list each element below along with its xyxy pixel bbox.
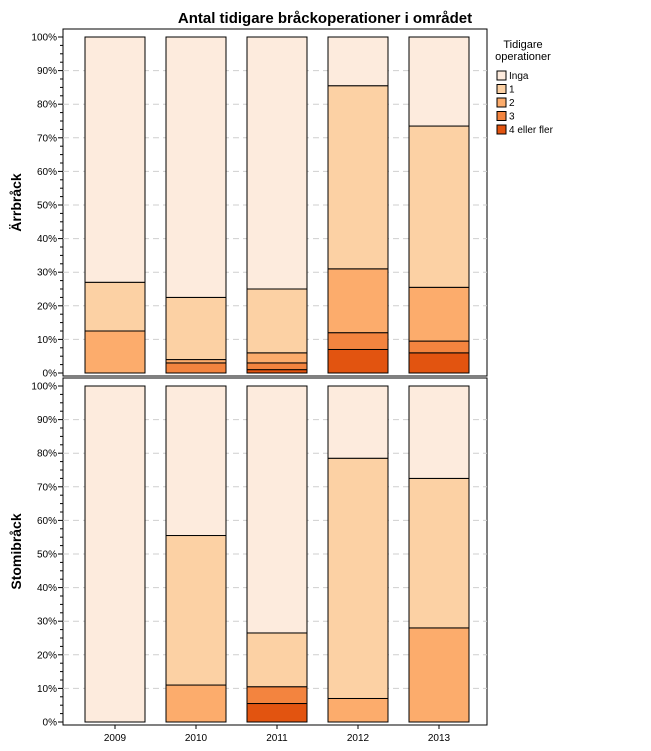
y-tick-label: 70% bbox=[37, 133, 57, 144]
bar-segment bbox=[408, 36, 470, 127]
bar-segment bbox=[408, 125, 470, 288]
y-tick-label: 100% bbox=[31, 33, 57, 44]
panel-2: 0% 10% 20% 30% 40% 50% 60% 70% 80% 90% 100% Stomibr… bbox=[8, 377, 488, 729]
bar-segment bbox=[246, 352, 308, 364]
bar-segment bbox=[327, 332, 389, 350]
y-tick-label: 60% bbox=[37, 167, 57, 178]
legend-swatch bbox=[496, 124, 507, 135]
bar-segment bbox=[327, 697, 389, 723]
legend-label: 4 eller fler bbox=[509, 125, 554, 136]
x-tick-label: 2009 bbox=[104, 733, 127, 744]
legend-title: operationer bbox=[495, 51, 551, 63]
bar-segment bbox=[165, 36, 227, 298]
y-tick-label: 90% bbox=[37, 415, 57, 426]
bar-segment bbox=[165, 684, 227, 723]
bar-segment bbox=[165, 362, 227, 374]
y-tick-label: 60% bbox=[37, 516, 57, 527]
bar-segment bbox=[327, 268, 389, 334]
legend-label: 2 bbox=[509, 98, 515, 109]
legend-swatch bbox=[496, 84, 507, 94]
legend-title: Tidigare bbox=[503, 39, 542, 51]
y-tick-label: 0% bbox=[43, 718, 58, 729]
bar-segment bbox=[84, 385, 146, 723]
legend-label: 3 bbox=[509, 112, 515, 123]
bar-segment bbox=[408, 477, 470, 629]
bar-segment bbox=[165, 359, 227, 364]
bar-segment bbox=[246, 36, 308, 290]
y-tick-label: 40% bbox=[37, 583, 57, 594]
y-tick-label: 30% bbox=[37, 268, 57, 279]
y-tick-label: 80% bbox=[37, 449, 57, 460]
bar-segment bbox=[408, 286, 470, 342]
panel-label: Stomibråck bbox=[8, 513, 24, 589]
legend-swatch bbox=[496, 97, 507, 108]
bar-segment bbox=[246, 369, 308, 374]
bar-segment bbox=[165, 385, 227, 537]
y-tick-label: 10% bbox=[37, 684, 57, 695]
y-tick-label: 0% bbox=[43, 369, 58, 380]
legend-swatch bbox=[496, 70, 507, 81]
y-tick-label: 30% bbox=[37, 617, 57, 628]
bar-segment bbox=[327, 85, 389, 270]
bar-segment bbox=[246, 632, 308, 688]
legend-swatch bbox=[496, 111, 507, 121]
legend-label: 1 bbox=[509, 85, 515, 96]
chart-panels: 0% 10% 20% 30% 40% 50% 60% 70% 80% 90% 100% Ärrbråc… bbox=[8, 28, 488, 744]
legend-label: Inga bbox=[509, 71, 529, 82]
bar-segment bbox=[408, 385, 470, 479]
bar-segment bbox=[408, 340, 470, 354]
bar-segment bbox=[327, 36, 389, 87]
bar-segment bbox=[84, 36, 146, 283]
y-tick-label: 90% bbox=[37, 66, 57, 77]
bar-segment bbox=[84, 281, 146, 332]
bar-segment bbox=[246, 288, 308, 354]
chart-title: Antal tidigare bråckoperationer i område… bbox=[178, 10, 472, 27]
y-tick-label: 40% bbox=[37, 234, 57, 245]
x-tick-label: 2010 bbox=[185, 733, 208, 744]
bar-segment bbox=[246, 686, 308, 705]
y-tick-label: 50% bbox=[37, 201, 57, 212]
bar-segment bbox=[165, 535, 227, 686]
bar-segment bbox=[165, 296, 227, 361]
y-tick-label: 10% bbox=[37, 335, 57, 346]
y-tick-label: 70% bbox=[37, 482, 57, 493]
panel-1: 0% 10% 20% 30% 40% 50% 60% 70% 80% 90% 100% Ärrbråc… bbox=[8, 28, 488, 380]
y-tick-label: 50% bbox=[37, 550, 57, 561]
y-tick-label: 20% bbox=[37, 301, 57, 312]
y-tick-label: 80% bbox=[37, 100, 57, 111]
x-tick-label: 2013 bbox=[428, 733, 451, 744]
x-axis: 2009 2010 2011 2012 2013 bbox=[104, 725, 451, 744]
y-tick-label: 100% bbox=[31, 382, 57, 393]
y-tick-label: 20% bbox=[37, 650, 57, 661]
bar-segment bbox=[84, 330, 146, 374]
bar-segment bbox=[327, 385, 389, 459]
bar-segment bbox=[408, 627, 470, 723]
bar-segment bbox=[246, 362, 308, 371]
bar-segment bbox=[408, 352, 470, 374]
bar-segment bbox=[327, 348, 389, 374]
bar-segment bbox=[246, 703, 308, 723]
x-tick-label: 2011 bbox=[266, 733, 288, 744]
x-tick-label: 2012 bbox=[347, 733, 370, 744]
bar-segment bbox=[327, 457, 389, 699]
panel-label: Ärrbråck bbox=[8, 173, 24, 232]
bar-segment bbox=[246, 385, 308, 634]
